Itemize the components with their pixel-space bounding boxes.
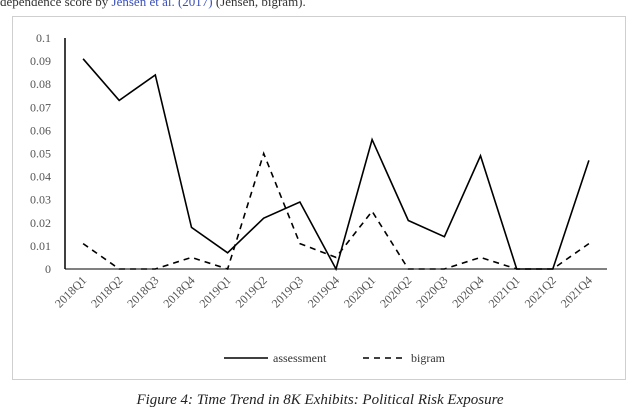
x-tick-label: 2020Q3 [413,273,450,310]
x-tick-label: 2019Q2 [233,273,270,310]
y-tick-label: 0.08 [30,77,51,91]
x-tick-label: 2018Q2 [88,273,125,310]
top-text-suffix: (Jensen, bigram). [213,0,306,9]
x-tick-label: 2019Q4 [305,273,342,310]
y-tick-label: 0.1 [36,31,51,45]
x-tick-label: 2021Q4 [558,273,595,310]
x-tick-label: 2018Q3 [124,273,161,310]
top-text-prefix: dependence score by [0,0,112,9]
legend-label-bigram: bigram [411,351,446,365]
y-tick-label: 0.03 [30,193,51,207]
x-tick-label: 2020Q4 [449,273,486,310]
x-tick-label: 2021Q1 [486,273,523,310]
x-tick-label: 2021Q2 [522,273,559,310]
y-tick-label: 0.02 [30,216,51,230]
x-tick-label: 2020Q1 [341,273,378,310]
y-tick-label: 0.05 [30,147,51,161]
y-tick-label: 0.07 [30,100,51,114]
x-tick-label: 2020Q2 [377,273,414,310]
y-tick-label: 0.09 [30,54,51,68]
x-tick-label: 2018Q4 [160,273,197,310]
x-tick-label: 2019Q1 [196,273,233,310]
series-line-assessment [83,59,589,269]
y-tick-label: 0 [45,262,51,276]
line-chart: 0 0.01 0.02 0.03 0.04 0.05 0.06 0.07 0.08 0.09 0.1… [12,16,626,380]
figure-caption: Figure 4: Time Trend in 8K Exhibits: Pol… [0,392,640,409]
y-tick-label: 0.04 [30,170,51,184]
x-tick-label: 2018Q1 [52,273,89,310]
citation-link[interactable]: Jensen et al. (2017) [112,0,213,9]
x-tick-label: 2019Q3 [269,273,306,310]
top-text-fragment: dependence score by Jensen et al. (2017)… [0,0,640,10]
series-line-bigram [83,154,589,270]
y-tick-label: 0.06 [30,123,51,137]
y-tick-label: 0.01 [30,239,51,253]
legend-label-assessment: assessment [273,351,327,365]
